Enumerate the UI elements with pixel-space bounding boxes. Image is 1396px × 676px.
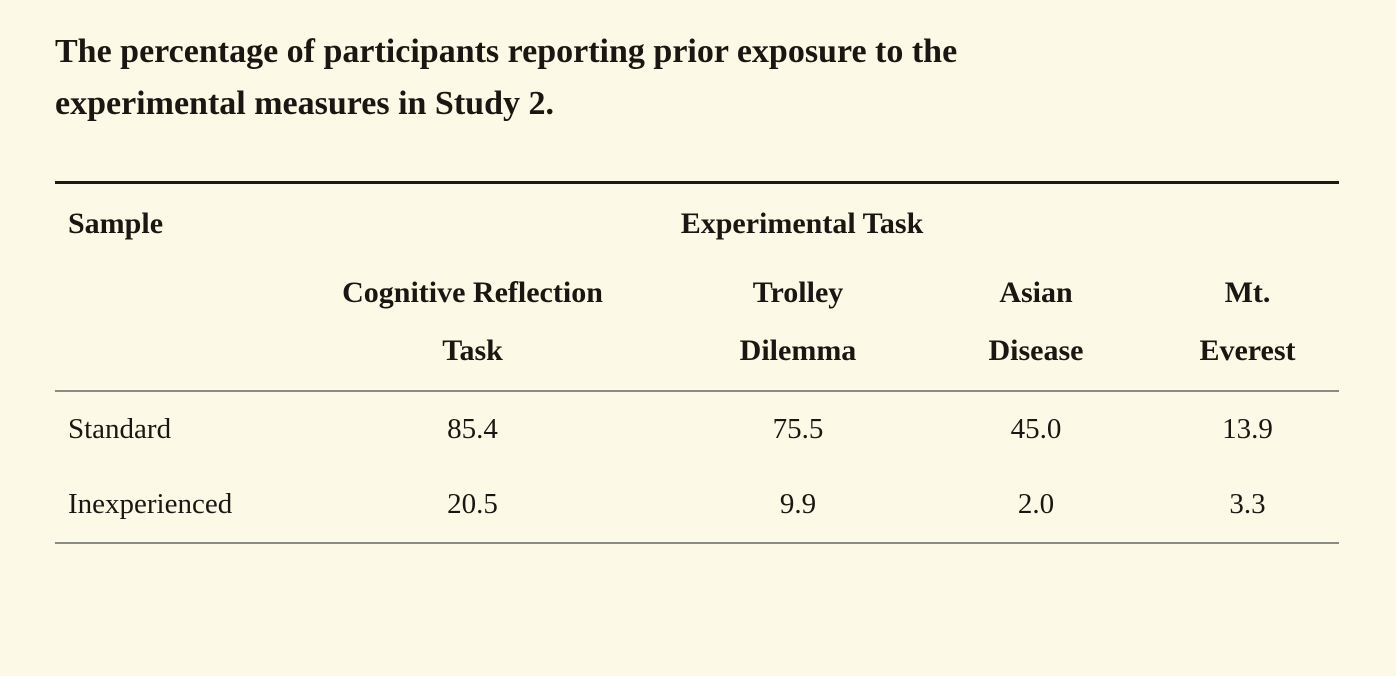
table-subheader-row: Cognitive Reflection Task Trolley Dilemm… <box>55 264 1339 390</box>
cell-value: 20.5 <box>447 488 498 520</box>
page-title: The percentage of participants reporting… <box>55 33 958 122</box>
table-row-inexperienced: Inexperienced 20.5 9.9 2.0 3.3 <box>55 467 1339 542</box>
header-divider-rule <box>55 390 1339 392</box>
cell-value: 13.9 <box>1222 413 1273 445</box>
column-header-asian-disease: Asian Disease <box>988 276 1084 367</box>
cell-value: 85.4 <box>447 413 498 445</box>
cell-value: 9.9 <box>779 488 817 520</box>
column-header-mt-everest: Mt. Everest <box>1199 276 1296 367</box>
row-label: Inexperienced <box>68 488 233 520</box>
corner-header-sample: Sample <box>68 207 164 240</box>
row-label: Standard <box>68 413 172 445</box>
cell-value: 3.3 <box>1229 488 1266 520</box>
data-table: Sample Experimental Task Cognitive Refle… <box>55 181 1339 544</box>
column-header-cognitive-reflection-task: Cognitive Reflection Task <box>342 276 603 367</box>
table-row-standard: Standard 85.4 75.5 45.0 13.9 <box>55 392 1339 467</box>
bottom-rule <box>55 542 1339 544</box>
group-header-experimental-task: Experimental Task <box>680 207 924 240</box>
table-header-row: Sample Experimental Task <box>55 184 1339 264</box>
cell-value: 45.0 <box>1010 413 1062 445</box>
cell-value: 75.5 <box>772 413 824 445</box>
cell-value: 2.0 <box>1017 488 1055 520</box>
column-header-trolley-dilemma: Trolley Dilemma <box>739 276 857 367</box>
